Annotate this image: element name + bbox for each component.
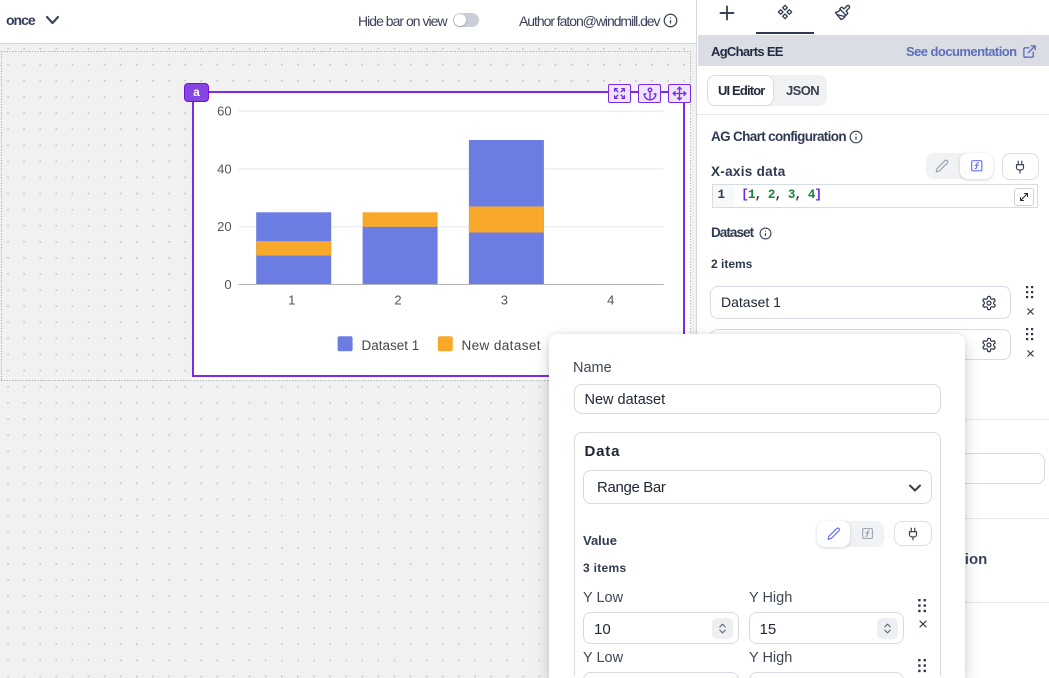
svg-text:0: 0 bbox=[224, 277, 231, 292]
svg-text:4: 4 bbox=[607, 293, 614, 308]
svg-text:60: 60 bbox=[217, 104, 231, 119]
svg-text:40: 40 bbox=[217, 161, 231, 176]
svg-text:20: 20 bbox=[217, 219, 231, 234]
svg-text:3: 3 bbox=[501, 293, 508, 308]
svg-text:1: 1 bbox=[288, 293, 295, 308]
svg-text:Dataset 1: Dataset 1 bbox=[362, 338, 420, 353]
svg-text:2: 2 bbox=[394, 293, 401, 308]
svg-text:New dataset: New dataset bbox=[462, 338, 541, 353]
